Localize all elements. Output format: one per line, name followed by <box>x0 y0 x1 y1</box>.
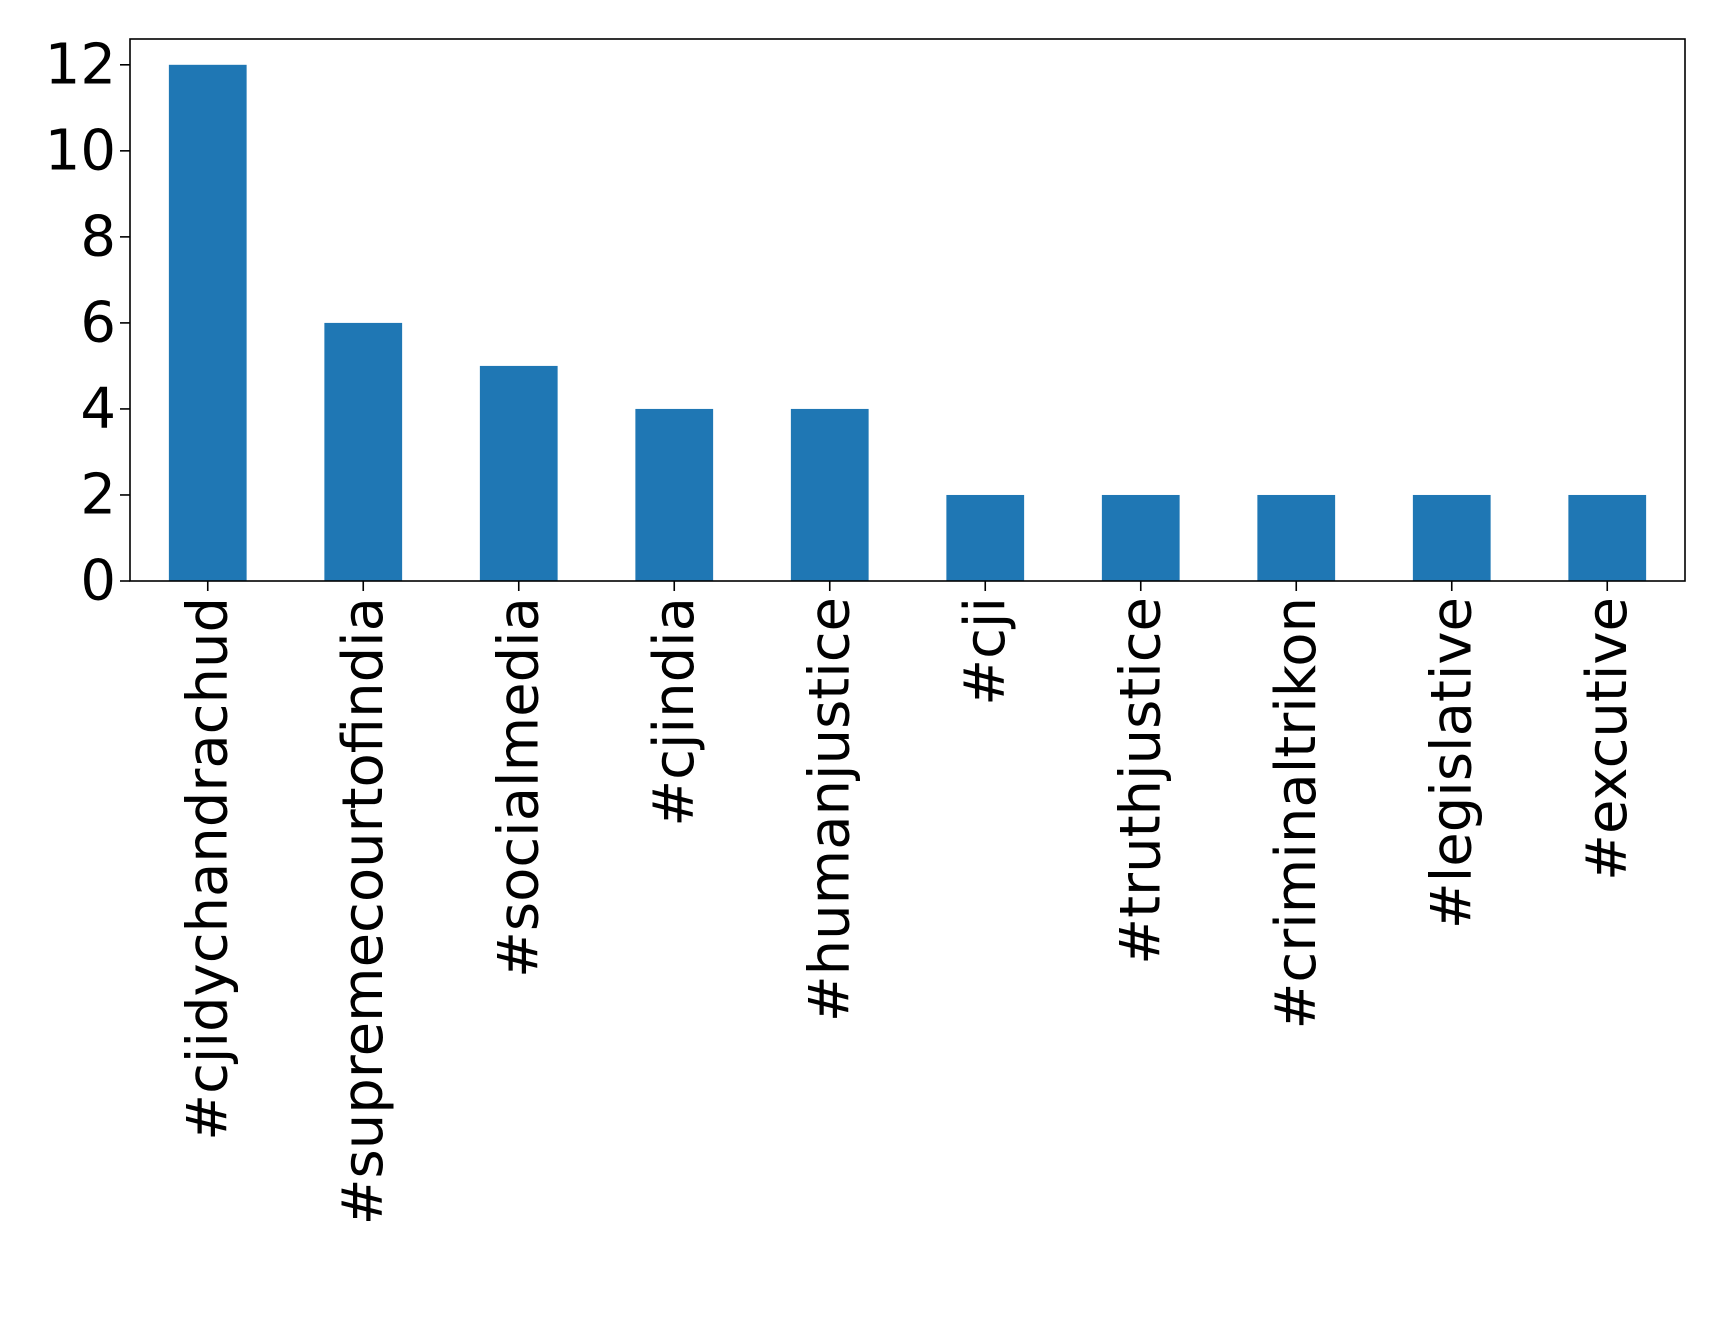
x-category-label: #supremecourtofindia <box>331 597 396 1225</box>
x-category-label: #humanjustice <box>797 597 862 1022</box>
bar-2 <box>479 365 558 581</box>
x-category-label: #cji <box>953 597 1018 706</box>
y-tick-label: 0 <box>80 549 116 614</box>
bar-9 <box>1568 494 1647 581</box>
x-category-label: #legislative <box>1419 597 1484 929</box>
y-tick-label: 2 <box>80 462 116 527</box>
y-tick-label: 4 <box>80 376 116 441</box>
bar-6 <box>1101 494 1180 581</box>
plot-frame <box>129 38 1686 582</box>
y-tick-label: 6 <box>80 290 116 355</box>
x-category-label: #truthjustice <box>1108 597 1173 965</box>
bar-3 <box>635 408 714 581</box>
bar-7 <box>1257 494 1336 581</box>
y-tick-label: 10 <box>45 118 116 183</box>
bar-4 <box>790 408 869 581</box>
x-category-label: #socialmedia <box>486 597 551 978</box>
y-axis: 0 2 4 6 8 10 12 <box>45 32 130 614</box>
y-tick-label: 8 <box>80 204 116 269</box>
bar-5 <box>946 494 1025 581</box>
x-category-label: #cjindia <box>642 597 707 827</box>
x-category-label: #excutive <box>1575 597 1640 881</box>
bar-0 <box>168 64 247 582</box>
bar-1 <box>324 322 403 581</box>
bars-layer <box>168 64 1647 582</box>
bar-8 <box>1412 494 1491 581</box>
x-category-label: #cjidychandrachud <box>175 597 240 1141</box>
x-category-label: #criminaltrikon <box>1264 597 1329 1030</box>
x-axis: #cjidychandrachud #supremecourtofindia #so… <box>175 581 1640 1225</box>
y-tick-label: 12 <box>45 32 116 97</box>
